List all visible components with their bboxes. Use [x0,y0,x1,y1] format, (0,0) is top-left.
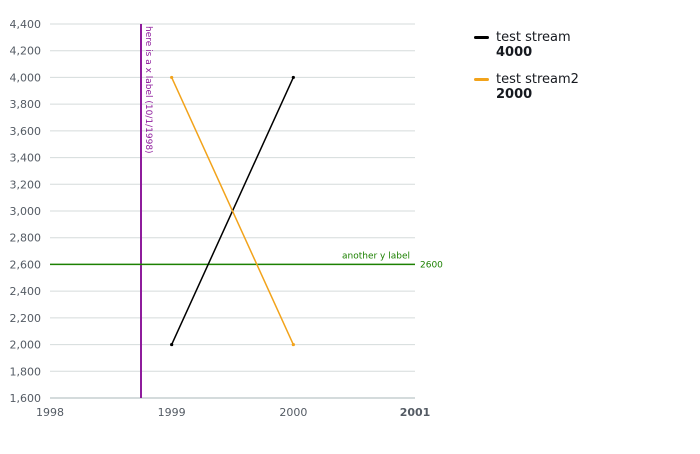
label-layer: here is a x label (10/1/1998) another y l… [143,26,443,270]
series-line-test-stream2[interactable] [170,77,295,345]
y-tick-label: 3,600 [10,125,42,138]
y-tick-label: 4,000 [10,71,42,84]
x-tick-label: 1998 [36,406,64,419]
legend-series-value: 2000 [496,87,533,102]
annotation-layer [50,24,415,398]
x-tick-label: 2001 [400,406,431,419]
legend-item-test-stream[interactable]: test stream 4000 [474,30,684,60]
legend-series-name: test stream [496,30,571,45]
legend-series-value: 4000 [496,45,533,60]
legend-swatch-test-stream2 [474,78,489,81]
legend-swatch-test-stream [474,36,489,39]
x-tick-label: 2000 [279,406,307,419]
y-tick-label: 2,800 [10,232,42,245]
y-tick-label: 2,000 [10,339,42,352]
y-tick-label: 2,400 [10,285,42,298]
y-tick-label: 3,400 [10,152,42,165]
vertical-threshold-label: here is a x label (10/1/1998) [143,26,153,154]
y-tick-label: 3,000 [10,205,42,218]
data-point[interactable] [170,75,174,80]
y-tick-label: 3,200 [10,178,42,191]
legend: test stream 4000 test stream2 2000 [474,30,684,114]
horizontal-threshold-label: another y label [342,251,410,261]
x-tick-label: 1999 [158,406,186,419]
y-tick-label: 1,600 [10,392,42,405]
y-tick-label: 2,600 [10,258,42,271]
legend-series-name: test stream2 [496,72,579,87]
data-point[interactable] [291,342,295,347]
axis-layer: 1,600 1,800 2,000 2,200 2,400 2,600 2,800 3,000… [10,18,431,419]
data-point[interactable] [291,75,295,80]
y-tick-label: 4,200 [10,45,42,58]
y-tick-label: 2,200 [10,312,42,325]
y-tick-label: 4,400 [10,18,42,31]
legend-item-test-stream2[interactable]: test stream2 2000 [474,72,684,102]
y-tick-label: 3,800 [10,98,42,111]
series-layer [170,75,295,347]
y-tick-label: 1,800 [10,365,42,378]
data-point[interactable] [170,342,174,347]
horizontal-threshold-value: 2600 [420,260,443,270]
